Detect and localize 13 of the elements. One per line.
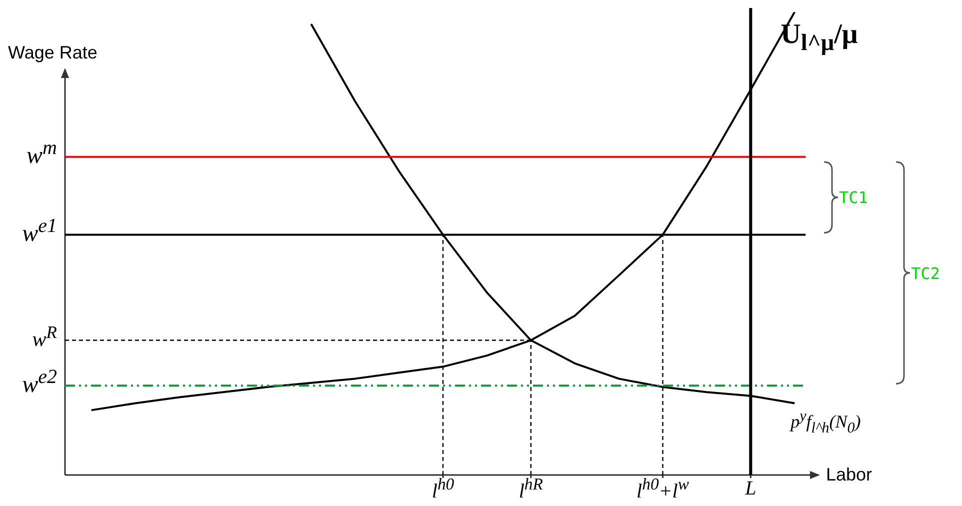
text: TC2 — [911, 264, 940, 283]
x-tick-label: l$^{h0}$+l$^{w}$ — [636, 474, 689, 504]
ref-line-label: w$^{R}$ — [32, 322, 57, 352]
x-axis-title: Labor — [826, 464, 872, 486]
series-label: p$^{y}$f$_{l^h}$(N$_{0}$) — [790, 408, 861, 438]
x-tick-label: l$^{hR}$ — [518, 474, 543, 504]
ref-line-label: w$^{e2}$ — [22, 366, 57, 399]
y-axis-title: Wage Rate — [8, 42, 98, 64]
x-tick-label: l$^{h0}$ — [432, 474, 454, 504]
x-tick-label: L — [745, 478, 756, 500]
text: TC1 — [839, 188, 868, 208]
ref-line-label: w$^{e1}$ — [22, 214, 57, 248]
ref-line-label: w$^{m}$ — [26, 137, 57, 170]
